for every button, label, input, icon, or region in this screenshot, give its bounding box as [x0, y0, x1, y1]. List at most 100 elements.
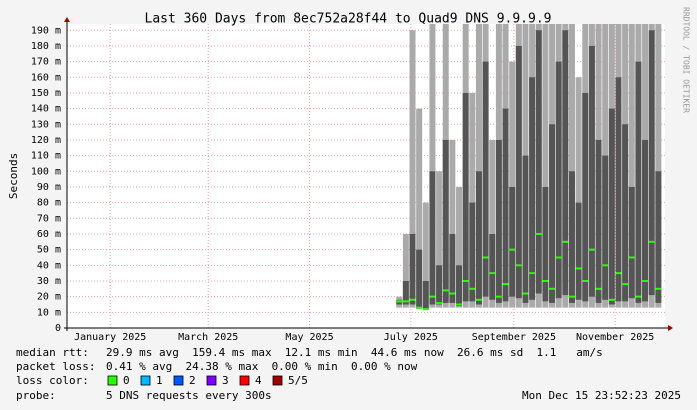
side-label: RRDTOOL / TOBI OETIKER — [682, 7, 691, 113]
smoke-inner — [655, 171, 662, 303]
smoke-inner — [635, 61, 642, 303]
smoke-inner — [515, 45, 522, 299]
median-mark — [462, 279, 469, 282]
y-tick-label: 20 m — [37, 292, 61, 303]
axis-arrow — [64, 17, 70, 22]
chart-title: Last 360 Days from 8ec752a28f44 to Quad9… — [145, 12, 552, 27]
y-tick-label: 0 — [55, 323, 61, 334]
smoke-inner — [555, 61, 562, 299]
smoke-inner — [542, 186, 549, 302]
probe-label: probe: — [16, 389, 56, 402]
smoke-inner — [436, 265, 443, 305]
legend-entry: 0 — [123, 374, 130, 387]
median-mark — [588, 248, 595, 251]
smoke-layer — [396, 24, 662, 311]
median-mark — [422, 308, 429, 311]
x-tick-label: May 2025 — [285, 332, 333, 343]
median-mark — [396, 300, 403, 303]
smoke-inner — [416, 249, 423, 308]
x-tick-label: March 2025 — [178, 332, 238, 343]
y-tick-label: 170 m — [31, 57, 61, 68]
y-tick-label: 110 m — [31, 151, 61, 162]
median-mark — [502, 283, 509, 286]
y-tick-label: 150 m — [31, 88, 61, 99]
median-mark — [469, 287, 476, 290]
y-tick-label: 190 m — [31, 25, 61, 36]
legend-swatch — [206, 375, 217, 386]
smoke-inner — [568, 171, 575, 303]
median-mark — [495, 295, 502, 298]
smoke-inner — [648, 30, 655, 296]
y-tick-label: 40 m — [37, 260, 61, 271]
timestamp: Mon Dec 15 23:52:23 2025 — [522, 389, 681, 402]
smoke-outer — [416, 108, 423, 310]
smoke-inner — [409, 233, 416, 305]
x-tick-label: July 2025 — [384, 332, 438, 343]
smoke-inner — [489, 233, 496, 300]
stat-label: packet loss: — [16, 360, 95, 373]
smoke-inner — [495, 139, 502, 303]
y-tick-label: 100 m — [31, 166, 61, 177]
smoke-outer — [475, 24, 482, 308]
median-mark — [509, 248, 516, 251]
smoke-inner — [582, 92, 589, 302]
y-tick-label: 70 m — [37, 213, 61, 224]
legend-swatch — [107, 375, 118, 386]
stat-text: 29.9 ms avg 159.4 ms max 12.1 ms min 44.… — [106, 346, 603, 359]
y-tick-label: 180 m — [31, 41, 61, 52]
x-tick-label: January 2025 — [74, 332, 146, 343]
smoke-inner — [456, 265, 463, 307]
y-tick-label: 80 m — [37, 198, 61, 209]
smoke-inner — [615, 77, 622, 302]
smoke-outer — [449, 139, 456, 308]
median-mark — [582, 279, 589, 282]
y-tick-label: 140 m — [31, 104, 61, 115]
smoke-inner — [509, 186, 516, 297]
smoke-outer — [409, 30, 416, 308]
y-tick-label: 90 m — [37, 182, 61, 193]
smoke-inner — [469, 202, 476, 302]
smoke-inner — [502, 108, 509, 302]
median-mark — [615, 272, 622, 275]
smoke-inner — [575, 202, 582, 300]
median-mark — [442, 289, 449, 292]
median-mark — [456, 303, 463, 306]
smoke-inner — [628, 186, 635, 299]
median-mark — [402, 300, 409, 303]
legend-entry: 2 — [189, 374, 196, 387]
median-mark — [568, 295, 575, 298]
smoke-outer — [469, 92, 476, 308]
smoke-outer — [429, 24, 436, 308]
smoke-inner — [429, 171, 436, 305]
median-mark — [489, 272, 496, 275]
smoke-inner — [475, 171, 482, 305]
median-mark — [449, 292, 456, 295]
smoke-outer — [436, 171, 443, 308]
median-mark — [535, 232, 542, 235]
smoke-outer — [509, 61, 516, 308]
stat-label: median rtt: — [16, 346, 89, 359]
median-mark — [429, 295, 436, 298]
median-mark — [602, 264, 609, 267]
smoke-outer — [655, 24, 662, 308]
smoke-outer — [575, 77, 582, 308]
smoke-inner — [482, 61, 489, 297]
x-tick-label: November 2025 — [576, 332, 654, 343]
smoke-inner — [442, 139, 449, 303]
median-mark — [648, 240, 655, 243]
legend-entry: 1 — [156, 374, 163, 387]
legend-swatch — [272, 375, 283, 386]
median-mark — [409, 298, 416, 301]
median-mark — [482, 256, 489, 259]
stat-text: 0.41 % avg 24.38 % max 0.00 % min 0.00 %… — [106, 360, 418, 373]
median-mark — [642, 279, 649, 282]
y-tick-label: 160 m — [31, 72, 61, 83]
median-mark — [475, 298, 482, 301]
smoke-inner — [608, 108, 615, 305]
smoke-outer — [568, 24, 575, 308]
median-mark — [562, 240, 569, 243]
y-tick-label: 130 m — [31, 119, 61, 130]
axis-arrow — [668, 325, 673, 331]
median-mark — [628, 256, 635, 259]
